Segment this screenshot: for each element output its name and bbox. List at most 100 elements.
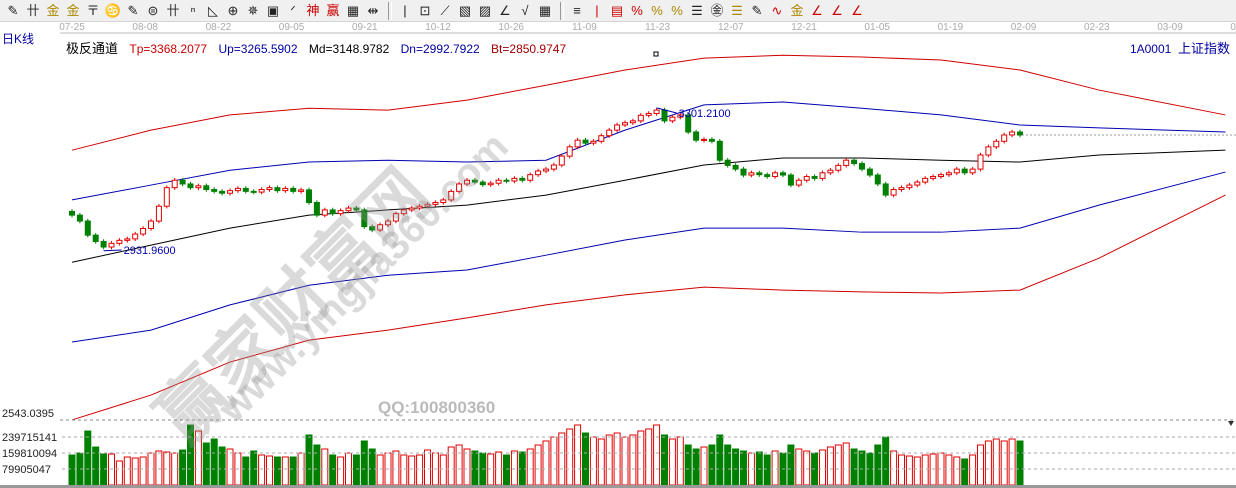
- j-angle-icon[interactable]: ✎: [751, 2, 763, 18]
- percent-lines-icon[interactable]: %: [631, 2, 643, 18]
- candle-body: [171, 179, 178, 189]
- ying-angle-icon[interactable]: ∠: [831, 2, 843, 18]
- volume-bar: [763, 454, 771, 486]
- percent-icon[interactable]: ▤: [610, 2, 624, 18]
- range-icon[interactable]: ⇹: [367, 2, 379, 18]
- candle-body: [669, 116, 676, 122]
- volume-bar: [329, 454, 337, 486]
- candle-body: [732, 164, 739, 170]
- candle-body: [471, 179, 478, 183]
- period-label[interactable]: 日K线: [2, 32, 35, 46]
- f-angle-icon[interactable]: ∿: [771, 2, 783, 18]
- shen-icon[interactable]: 神: [306, 2, 320, 18]
- wave2-icon[interactable]: ㊎: [710, 2, 724, 18]
- candle-body: [606, 129, 613, 137]
- candle-body: [440, 199, 447, 204]
- candle-body: [803, 176, 810, 181]
- candle-body: [653, 109, 660, 114]
- wave-icon[interactable]: ᐟ: [290, 2, 296, 18]
- candle-body: [622, 122, 628, 126]
- ying-icon[interactable]: 赢: [326, 2, 340, 18]
- gold-lines-icon[interactable]: %: [671, 2, 683, 18]
- candle-body: [250, 190, 257, 193]
- hash-icon[interactable]: 卄: [166, 2, 180, 18]
- candle-body: [416, 205, 423, 209]
- candle-body: [851, 159, 858, 165]
- candle-body: [835, 164, 842, 171]
- volume-bar: [534, 444, 542, 486]
- candle-body: [961, 168, 968, 174]
- gold3-icon[interactable]: ☰: [731, 2, 743, 18]
- star-icon[interactable]: ✵: [247, 2, 259, 18]
- fan-icon[interactable]: ⊡: [419, 2, 431, 18]
- gold-icon[interactable]: 金: [46, 2, 60, 18]
- volume-bar: [582, 432, 589, 486]
- candle-body: [645, 112, 652, 116]
- spiral-icon[interactable]: ♋: [104, 2, 122, 18]
- gold-angle-icon[interactable]: 金: [790, 2, 804, 18]
- volume-bar: [273, 456, 281, 486]
- candle-body: [306, 189, 312, 204]
- candle-body: [685, 114, 692, 133]
- candle-body: [1017, 131, 1023, 136]
- grid2-icon[interactable]: √: [521, 2, 529, 18]
- table-icon[interactable]: ≡: [573, 2, 581, 18]
- candle-body: [558, 155, 565, 166]
- date-tick-label: 03-09: [1157, 22, 1183, 33]
- box-icon[interactable]: |: [403, 2, 407, 18]
- volume-bar: [668, 438, 676, 486]
- candle-body: [353, 207, 360, 211]
- volume-bar: [550, 436, 558, 486]
- si-angle-icon[interactable]: ∠: [851, 2, 863, 18]
- volume-bar: [139, 456, 147, 486]
- v-icon[interactable]: ∠: [499, 2, 511, 18]
- volume-bar: [803, 450, 811, 486]
- square-fan-icon[interactable]: ⟋: [440, 2, 450, 18]
- f-line-icon[interactable]: 〒: [86, 2, 100, 18]
- candle-body: [756, 172, 763, 176]
- pen-icon[interactable]: ✎: [7, 2, 19, 18]
- candle-body: [787, 174, 794, 186]
- volume-bar: [337, 456, 345, 486]
- candle-body: [392, 213, 399, 222]
- volume-bar: [1000, 440, 1008, 486]
- parallel-icon[interactable]: ▦: [538, 2, 552, 18]
- grid-icon[interactable]: 卄: [26, 2, 40, 18]
- volume-bar: [68, 454, 76, 486]
- candle-body: [266, 187, 273, 191]
- candle-body: [866, 168, 873, 176]
- scroll-marker-icon: [1228, 421, 1234, 426]
- diag-icon[interactable]: ▧: [458, 2, 472, 18]
- pen2-icon[interactable]: ✎: [127, 2, 139, 18]
- volume-bar: [115, 460, 123, 486]
- shen-angle-icon[interactable]: ∠: [811, 2, 823, 18]
- pen3-icon[interactable]: ☰: [691, 2, 703, 18]
- square-icon[interactable]: ▣: [266, 2, 280, 18]
- volume-bar: [416, 454, 424, 486]
- volume-bar: [755, 451, 763, 486]
- candle-body: [116, 239, 123, 244]
- volume-bar: [439, 454, 447, 486]
- kline-chart[interactable]: 07-25 08-08 08-22 09-05 09-21 10-12 10-26 11-09…: [0, 22, 1236, 488]
- n2-icon[interactable]: ⁿ: [190, 2, 196, 18]
- target-icon[interactable]: ⊕: [227, 2, 239, 18]
- candle-body: [282, 187, 289, 192]
- candle-body: [408, 207, 415, 211]
- date-tick-label: 01-19: [938, 22, 964, 33]
- triangle-icon[interactable]: ◺: [208, 2, 218, 18]
- volume-bar: [226, 448, 234, 486]
- candle-body: [242, 187, 249, 192]
- calendar-icon[interactable]: ▦: [346, 2, 360, 18]
- candle-body: [464, 179, 470, 185]
- volume-bar: [945, 454, 953, 486]
- volume-bar: [305, 434, 313, 486]
- circle-icon[interactable]: ⊜: [147, 2, 159, 18]
- gold2-icon[interactable]: 金: [66, 2, 80, 18]
- gold-circle-icon[interactable]: %: [651, 2, 663, 18]
- angle-icon[interactable]: ▨: [478, 2, 492, 18]
- percent-slash-icon[interactable]: |: [595, 2, 599, 18]
- volume-bar: [969, 454, 977, 486]
- candle-body: [227, 190, 233, 194]
- candle-body: [780, 172, 786, 176]
- candle-body: [701, 138, 707, 141]
